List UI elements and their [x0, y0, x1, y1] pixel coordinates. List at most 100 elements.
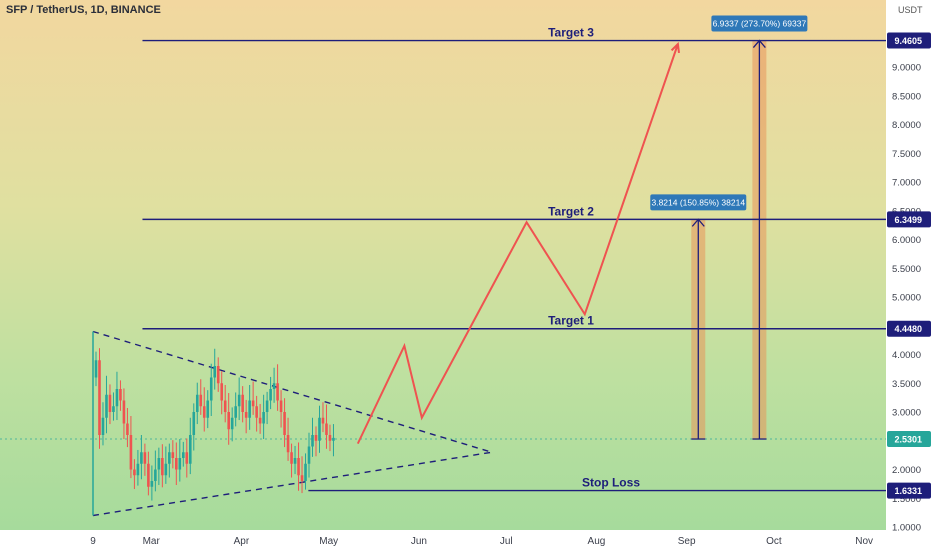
candle-body — [248, 400, 251, 418]
candle-body — [188, 435, 192, 464]
candle-body — [237, 394, 241, 407]
level-price-label: 6.3499 — [894, 215, 922, 225]
candle-body — [234, 406, 237, 418]
candle-body — [297, 458, 300, 476]
time-axis[interactable] — [0, 530, 886, 550]
y-tick-label: 2.0000 — [892, 465, 921, 476]
candle-body — [94, 360, 98, 378]
x-tick-label: Aug — [588, 536, 606, 547]
y-tick-label: 6.0000 — [892, 235, 921, 246]
x-tick-label: Oct — [766, 536, 782, 547]
candle-body — [133, 469, 136, 476]
candle-body — [283, 412, 286, 435]
candle-body — [195, 394, 199, 412]
candle-body — [119, 389, 122, 401]
candle-body — [276, 383, 279, 401]
candle-body — [328, 435, 332, 441]
x-tick-label: Nov — [855, 536, 873, 547]
measure-label: 6.9337 (273.70%) 69337 — [713, 19, 807, 29]
candle-body — [101, 417, 105, 435]
y-tick-label: 7.5000 — [892, 149, 921, 160]
y-tick-label: 9.0000 — [892, 63, 921, 74]
candle-body — [126, 423, 129, 435]
candle-body — [255, 406, 258, 418]
candle-body — [332, 437, 335, 441]
plot-area[interactable] — [0, 0, 886, 530]
candle-body — [216, 366, 220, 384]
y-tick-label: 8.5000 — [892, 91, 921, 102]
candle-body — [244, 412, 248, 418]
candle-body — [307, 446, 311, 464]
candle-body — [182, 452, 185, 458]
candle-body — [272, 383, 276, 389]
y-tick-label: 7.0000 — [892, 178, 921, 189]
candle-body — [314, 435, 318, 441]
x-tick-label: Jul — [500, 536, 513, 547]
candle-body — [171, 452, 175, 458]
candle-body — [150, 481, 154, 487]
level-price-label: 4.4480 — [894, 324, 922, 334]
level-price-tag — [887, 32, 931, 49]
x-tick-label: 9 — [90, 536, 96, 547]
y-tick-label: 4.0000 — [892, 350, 921, 361]
currency-label: USDT — [898, 5, 923, 15]
candle-body — [164, 463, 168, 476]
y-tick-label: 1.0000 — [892, 523, 921, 534]
candle-body — [318, 417, 321, 441]
level-name: Target 2 — [548, 204, 594, 218]
candle-body — [258, 417, 262, 424]
candle-body — [286, 435, 290, 453]
candle-body — [213, 366, 217, 378]
measure-label: 3.8214 (150.85%) 38214 — [651, 197, 745, 207]
current-price-label: 2.5301 — [894, 435, 922, 445]
candle-body — [98, 360, 101, 435]
candle-body — [304, 463, 307, 481]
y-tick-label: 5.0000 — [892, 293, 921, 304]
candle-body — [129, 435, 133, 470]
candle-body — [192, 412, 196, 435]
candle-body — [147, 463, 150, 487]
candle-body — [168, 452, 171, 464]
candle-body — [227, 412, 230, 430]
price-axis[interactable] — [886, 0, 932, 550]
level-name: Stop Loss — [582, 476, 640, 490]
candle-body — [199, 394, 203, 407]
candle-body — [209, 377, 213, 401]
y-tick-label: 3.5000 — [892, 379, 921, 390]
candle-body — [290, 452, 293, 464]
candle-body — [178, 458, 182, 470]
triangle-upper-line — [92, 330, 492, 453]
projection-arrowhead — [670, 41, 680, 54]
measure-label-bg — [650, 194, 747, 211]
level-price-tag — [887, 211, 931, 228]
candle-body — [300, 475, 304, 481]
y-tick-label: 1.5000 — [892, 494, 921, 505]
candle-body — [293, 458, 297, 464]
candle-body — [202, 406, 206, 418]
measure-label-bg — [711, 15, 808, 32]
candle-body — [269, 389, 272, 401]
triangle-lower-line — [92, 451, 492, 517]
projection-path — [356, 43, 679, 445]
candle-body — [220, 383, 224, 401]
candle-body — [251, 400, 255, 407]
candle-body — [223, 400, 227, 412]
y-tick-label: 8.0000 — [892, 120, 921, 131]
candle-body — [161, 458, 164, 476]
current-price-tag — [887, 431, 931, 448]
level-name: Target 1 — [548, 314, 594, 328]
candle-body — [136, 463, 140, 476]
candle-body — [262, 412, 265, 424]
x-tick-label: Apr — [234, 536, 250, 547]
chart-title: SFP / TetherUS, 1D, BINANCE — [6, 4, 161, 16]
level-name: Target 3 — [548, 26, 594, 40]
candle-body — [279, 400, 283, 412]
candle-body — [108, 394, 112, 412]
candle-body — [143, 452, 147, 464]
candle-body — [230, 417, 234, 430]
level-price-label: 9.4605 — [894, 36, 922, 46]
x-tick-label: Sep — [678, 536, 696, 547]
candle-body — [154, 469, 157, 481]
x-tick-label: May — [319, 536, 338, 547]
